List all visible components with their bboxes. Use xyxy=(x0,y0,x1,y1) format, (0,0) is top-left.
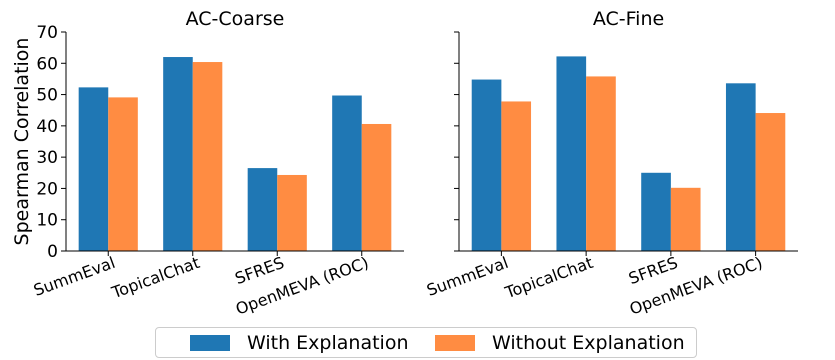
chart2-x-tick-label-topicalchat: TopicalChat xyxy=(502,253,596,303)
chart2-bar-with-explanation-topicalchat xyxy=(556,56,587,251)
chart2-bar-without-explanation-topicalchat xyxy=(586,76,616,251)
chart1-y-tick-label-60: 60 xyxy=(36,54,58,74)
legend-label-with-explanation: With Explanation xyxy=(247,331,409,354)
chart2-x-tick-label-summeval: SummEval xyxy=(424,253,511,300)
chart1-y-tick-label-70: 70 xyxy=(36,23,58,43)
chart1-bar-without-explanation-openmeva-roc xyxy=(361,123,392,251)
chart1-bar-with-explanation-sfres xyxy=(247,168,278,251)
chart1-bar-without-explanation-summeval xyxy=(108,97,138,251)
chart1-y-tick-label-0: 0 xyxy=(47,242,58,262)
chart1-y-tick-label-50: 50 xyxy=(36,86,58,106)
chart2-bar-with-explanation-summeval xyxy=(471,79,502,251)
chart1-y-tick-label-10: 10 xyxy=(36,211,58,231)
chart1-y-tick-label-20: 20 xyxy=(36,179,58,199)
chart1-bar-without-explanation-topicalchat xyxy=(192,62,223,251)
chart2-title: AC-Fine xyxy=(593,8,664,30)
chart1-y-tick-label-40: 40 xyxy=(36,117,58,137)
chart1-x-tick-label-topicalchat: TopicalChat xyxy=(108,253,202,303)
chart1-bar-with-explanation-summeval xyxy=(78,87,109,251)
chart2-bar-with-explanation-sfres xyxy=(641,172,671,251)
chart1-y-tick-label-30: 30 xyxy=(36,148,58,168)
legend-item-without-explanation: Without Explanation xyxy=(435,328,685,357)
legend-label-without-explanation: Without Explanation xyxy=(492,331,685,354)
chart1-bar-with-explanation-openmeva-roc xyxy=(332,95,362,251)
chart2-bar-without-explanation-summeval xyxy=(501,101,532,251)
chart2-x-tick-label-sfres: SFRES xyxy=(626,253,680,288)
legend: With Explanation Without Explanation xyxy=(155,327,697,358)
chart-canvas: AC-Coarse010203040506070SummEvalTopicalC… xyxy=(11,8,798,319)
legend-swatch-without-explanation xyxy=(435,334,475,351)
legend-swatch-with-explanation xyxy=(190,334,230,351)
legend-item-with-explanation: With Explanation xyxy=(190,328,409,357)
chart1-y-axis-label: Spearman Correlation xyxy=(11,38,33,246)
chart1-x-tick-label-sfres: SFRES xyxy=(232,253,286,288)
chart2-bar-without-explanation-openmeva-roc xyxy=(755,113,786,251)
chart1-title: AC-Coarse xyxy=(186,8,285,30)
chart1-bar-with-explanation-topicalchat xyxy=(163,57,193,252)
chart2-bar-without-explanation-sfres xyxy=(670,187,701,251)
chart1-x-tick-label-summeval: SummEval xyxy=(31,253,118,300)
chart1-bar-without-explanation-sfres xyxy=(277,174,307,251)
chart2-bar-with-explanation-openmeva-roc xyxy=(725,83,756,252)
